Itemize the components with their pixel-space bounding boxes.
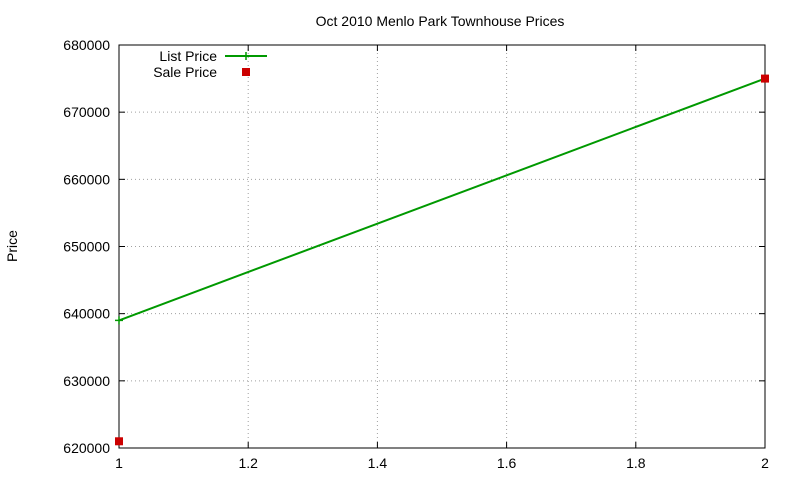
y-tick-label: 630000: [63, 373, 110, 389]
y-tick-label: 640000: [63, 306, 110, 322]
list-price-line: [118, 77, 766, 322]
sale-price-point: [761, 74, 769, 83]
sale-price-point: [115, 437, 123, 446]
x-tick-label: 1: [115, 455, 123, 471]
y-tick-label: 650000: [63, 239, 110, 255]
grid: [119, 45, 765, 448]
legend-marker: [242, 52, 250, 60]
legend-label: List Price: [159, 48, 217, 64]
y-tick-label: 660000: [63, 171, 110, 187]
y-tick-label: 680000: [63, 37, 110, 53]
axes: 1 1.2 1.4 1.6 1.8 2 620000 630000 640000 650000 66…: [63, 37, 769, 471]
x-tick-label: 1.8: [626, 455, 646, 471]
x-tick-label: 1.4: [368, 455, 388, 471]
y-tick-label: 670000: [63, 104, 110, 120]
x-tick-label: 2: [761, 455, 769, 471]
legend-label: Sale Price: [153, 64, 217, 80]
series: [115, 74, 769, 446]
y-axis-label: Price: [4, 230, 20, 262]
plot-border: [118, 44, 766, 449]
list-price-point: [115, 316, 123, 325]
x-tick-label: 1.6: [497, 455, 517, 471]
legend-marker: [242, 68, 250, 76]
chart-title: Oct 2010 Menlo Park Townhouse Prices: [316, 13, 565, 29]
y-tick-label: 620000: [63, 440, 110, 456]
x-tick-label: 1.2: [238, 455, 258, 471]
